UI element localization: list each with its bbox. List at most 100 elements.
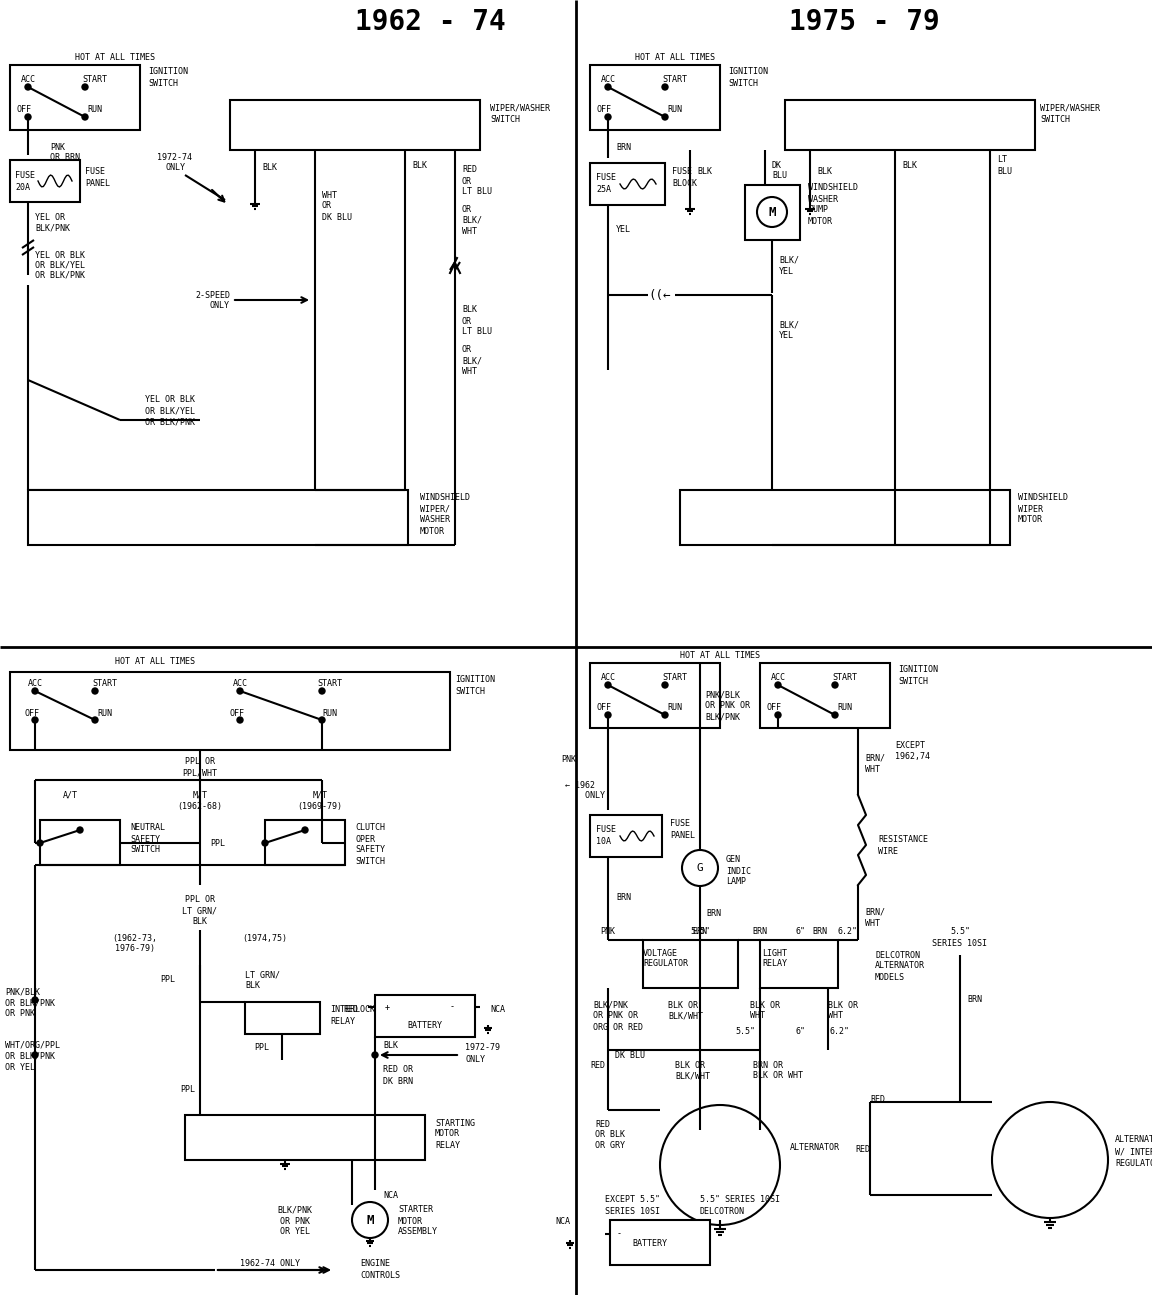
Text: M: M	[768, 206, 775, 219]
Text: HOT AT ALL TIMES: HOT AT ALL TIMES	[680, 650, 760, 659]
Text: +: +	[385, 1002, 391, 1011]
Text: PPL OR: PPL OR	[185, 896, 215, 904]
Bar	[10, 161, 79, 202]
Text: REGULATOR: REGULATOR	[643, 960, 688, 969]
Bar	[643, 940, 738, 988]
Circle shape	[775, 682, 781, 688]
Text: 5.5": 5.5"	[735, 1027, 755, 1036]
Circle shape	[32, 997, 38, 1004]
Text: ACC: ACC	[600, 672, 615, 681]
Text: YEL: YEL	[779, 332, 794, 341]
Text: CLUTCH: CLUTCH	[355, 824, 385, 833]
Circle shape	[605, 682, 611, 688]
Text: VOLTAGE: VOLTAGE	[643, 948, 679, 957]
Text: SWITCH: SWITCH	[147, 79, 179, 88]
Text: WHT: WHT	[462, 368, 477, 377]
Text: DK BRN: DK BRN	[382, 1076, 414, 1085]
Circle shape	[662, 682, 668, 688]
Text: WIPER/WASHER: WIPER/WASHER	[490, 104, 550, 113]
Text: WINDSHIELD: WINDSHIELD	[808, 184, 858, 193]
Circle shape	[372, 1052, 378, 1058]
Bar	[760, 940, 838, 988]
Text: MOTOR: MOTOR	[420, 527, 445, 536]
Text: YEL: YEL	[779, 267, 794, 276]
Circle shape	[319, 717, 325, 723]
Text: OR PNK OR: OR PNK OR	[705, 702, 750, 711]
Text: RED: RED	[855, 1146, 870, 1155]
Text: ORG OR RED: ORG OR RED	[593, 1023, 643, 1032]
Circle shape	[32, 1052, 38, 1058]
Text: -: -	[450, 1002, 455, 1011]
Text: OR BLK/YEL: OR BLK/YEL	[35, 260, 85, 269]
Text: OFF: OFF	[597, 105, 612, 114]
Text: LT BLU: LT BLU	[462, 188, 492, 197]
Text: 1975 - 79: 1975 - 79	[789, 8, 939, 36]
Text: PNK: PNK	[561, 755, 576, 764]
Text: OFF: OFF	[229, 708, 244, 717]
Text: LT GRN/: LT GRN/	[182, 906, 218, 916]
Text: OR BLK/PNK: OR BLK/PNK	[5, 998, 55, 1008]
Text: RED: RED	[870, 1096, 885, 1105]
Text: NCA: NCA	[555, 1217, 570, 1226]
Text: ONLY: ONLY	[210, 302, 230, 311]
Text: FUSE: FUSE	[670, 820, 690, 829]
Text: WHT: WHT	[865, 918, 880, 927]
Text: SWITCH: SWITCH	[899, 677, 929, 686]
Text: (1962-73,: (1962-73,	[113, 934, 158, 943]
Bar	[10, 65, 141, 130]
Text: FUSE: FUSE	[15, 171, 35, 180]
Circle shape	[237, 717, 243, 723]
Text: ALTERNATOR: ALTERNATOR	[1115, 1136, 1152, 1145]
Bar	[185, 1115, 425, 1160]
Text: WINDSHIELD: WINDSHIELD	[1018, 493, 1068, 502]
Text: RUN: RUN	[323, 708, 338, 717]
Text: LAMP: LAMP	[726, 878, 746, 887]
Text: W/ INTERNAL: W/ INTERNAL	[1115, 1147, 1152, 1156]
Text: MODELS: MODELS	[876, 973, 905, 982]
Text: HOT AT ALL TIMES: HOT AT ALL TIMES	[635, 53, 715, 62]
Text: START: START	[662, 672, 688, 681]
Text: START: START	[662, 75, 688, 83]
Text: G: G	[697, 862, 704, 873]
Bar	[745, 185, 799, 240]
Text: BRN/: BRN/	[865, 754, 885, 763]
Text: WIPER: WIPER	[1018, 505, 1043, 514]
Text: IGNITION: IGNITION	[147, 67, 188, 76]
Bar	[230, 100, 480, 150]
Circle shape	[82, 84, 88, 89]
Text: ONLY: ONLY	[165, 163, 185, 172]
Text: MOTOR: MOTOR	[435, 1129, 460, 1138]
Text: (1969-79): (1969-79)	[297, 802, 342, 811]
Bar	[785, 100, 1034, 150]
Text: BLK/PNK: BLK/PNK	[593, 1001, 628, 1010]
Text: BRN: BRN	[706, 909, 721, 917]
Text: OR PNK: OR PNK	[280, 1216, 310, 1225]
Text: BRN: BRN	[752, 927, 767, 936]
Text: BRN: BRN	[812, 927, 827, 936]
Text: PNK/BLK: PNK/BLK	[705, 690, 740, 699]
Text: YEL OR: YEL OR	[35, 214, 65, 223]
Text: INDIC: INDIC	[726, 866, 751, 875]
Text: HOT AT ALL TIMES: HOT AT ALL TIMES	[75, 53, 156, 62]
Text: BRN OR: BRN OR	[753, 1061, 783, 1070]
Text: ACC: ACC	[600, 75, 615, 83]
Text: ASSEMBLY: ASSEMBLY	[397, 1228, 438, 1237]
Text: BLK/: BLK/	[462, 356, 482, 365]
Text: ((←: ((←	[649, 289, 672, 302]
Text: RED: RED	[462, 166, 477, 175]
Text: WHT: WHT	[750, 1011, 765, 1020]
Text: OR BLK/PNK: OR BLK/PNK	[145, 417, 195, 426]
Text: OR: OR	[462, 316, 472, 325]
Text: SWITCH: SWITCH	[130, 846, 160, 855]
Bar	[760, 663, 890, 728]
Text: IGNITION: IGNITION	[455, 676, 495, 685]
Text: OR: OR	[462, 206, 472, 215]
Bar	[376, 995, 475, 1037]
Text: (1962-68): (1962-68)	[177, 802, 222, 811]
Text: BRN: BRN	[967, 996, 982, 1005]
Text: OR PNK OR: OR PNK OR	[593, 1011, 638, 1020]
Text: BLK: BLK	[902, 161, 917, 170]
Text: SWITCH: SWITCH	[355, 856, 385, 865]
Text: MOTOR: MOTOR	[397, 1216, 423, 1225]
Circle shape	[775, 712, 781, 717]
